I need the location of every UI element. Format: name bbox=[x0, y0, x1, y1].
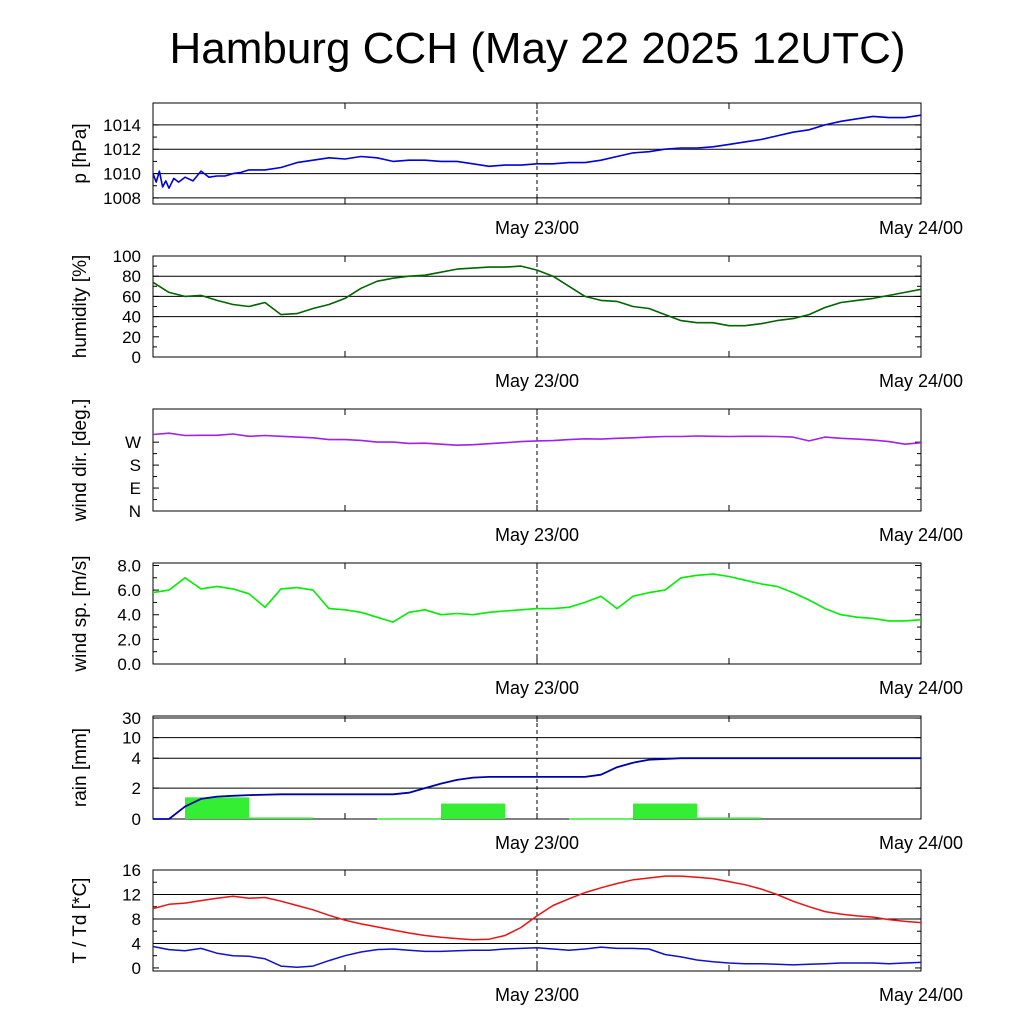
rain-bar bbox=[633, 803, 697, 819]
x-tick-label: May 23/00 bbox=[495, 678, 579, 698]
x-tick-label: May 24/00 bbox=[879, 525, 963, 545]
panel-4: 0.0 2.0 4.0 6.0 8.0 wind sp. [m/s] May 23/00 Ma… bbox=[70, 555, 963, 698]
x-tick-label: May 23/00 bbox=[495, 833, 579, 853]
y-tick-label: 16 bbox=[122, 861, 141, 880]
y-tick-label: 20 bbox=[122, 328, 141, 347]
y-tick-label: 0.0 bbox=[117, 655, 141, 674]
y-axis-label: wind sp. [m/s] bbox=[70, 555, 91, 672]
y-tick-label: 4 bbox=[132, 749, 141, 768]
page-title: Hamburg CCH (May 22 2025 12UTC) bbox=[169, 24, 906, 73]
panel-1: 1008 1010 1012 1014 p [hPa] May 23/00 May 24/0… bbox=[70, 102, 963, 238]
y-tick-label: 4 bbox=[132, 934, 141, 953]
y-tick-label: 40 bbox=[122, 308, 141, 327]
y-axis-label: rain [mm] bbox=[70, 728, 91, 807]
rain-bar bbox=[377, 818, 441, 820]
x-tick-label: May 24/00 bbox=[879, 985, 963, 1005]
y-tick-label: N bbox=[129, 502, 141, 521]
y-tick-label: E bbox=[130, 479, 141, 498]
x-tick-label: May 24/00 bbox=[879, 678, 963, 698]
y-tick-label: 4.0 bbox=[117, 606, 141, 625]
y-tick-label: 0 bbox=[132, 348, 141, 367]
y-axis-label: T / Td [*C] bbox=[70, 878, 91, 964]
series-line-2 bbox=[152, 945, 922, 969]
rain-bar bbox=[697, 817, 761, 819]
x-tick-label: May 23/00 bbox=[495, 525, 579, 545]
x-tick-label: May 23/00 bbox=[495, 218, 579, 238]
y-tick-label: 1012 bbox=[103, 140, 141, 159]
y-tick-label: 2.0 bbox=[117, 630, 141, 649]
y-tick-label: 0 bbox=[132, 959, 141, 978]
y-tick-label: 10 bbox=[122, 729, 141, 748]
y-tick-label: S bbox=[130, 456, 141, 475]
y-tick-label: 1014 bbox=[103, 116, 141, 135]
rain-bar bbox=[569, 818, 633, 820]
y-tick-label: 8 bbox=[132, 910, 141, 929]
x-tick-label: May 24/00 bbox=[879, 218, 963, 238]
y-tick-label: 2 bbox=[132, 779, 141, 798]
y-tick-label: 100 bbox=[113, 247, 141, 266]
y-tick-label: 8.0 bbox=[117, 556, 141, 575]
y-axis-label: humidity [%] bbox=[70, 255, 91, 358]
y-tick-label: 6.0 bbox=[117, 581, 141, 600]
rain-bar bbox=[249, 817, 313, 819]
rain-bar bbox=[185, 797, 249, 819]
x-tick-label: May 24/00 bbox=[879, 833, 963, 853]
series-line bbox=[152, 573, 922, 623]
y-tick-label: 30 bbox=[122, 709, 141, 728]
x-tick-label: May 23/00 bbox=[495, 985, 579, 1005]
series-line bbox=[152, 114, 922, 189]
series-line bbox=[152, 265, 922, 327]
x-tick-label: May 23/00 bbox=[495, 371, 579, 391]
y-tick-label: 12 bbox=[122, 885, 141, 904]
y-tick-label: 60 bbox=[122, 287, 141, 306]
y-axis-label: wind dir. [deg.] bbox=[70, 399, 91, 523]
y-tick-label: 80 bbox=[122, 267, 141, 286]
series-line bbox=[152, 432, 922, 447]
rain-bar bbox=[441, 803, 505, 819]
x-tick-label: May 24/00 bbox=[879, 371, 963, 391]
y-tick-label: 0 bbox=[132, 810, 141, 829]
series-line-1 bbox=[152, 875, 922, 941]
y-axis-label: p [hPa] bbox=[70, 123, 91, 183]
panel-6: 0 4 8 12 16 T / Td [*C] May 23/00 May 24/00 bbox=[70, 861, 963, 1005]
y-tick-label: W bbox=[125, 433, 141, 452]
y-tick-label: 1008 bbox=[103, 189, 141, 208]
rain-cumulative-line bbox=[153, 757, 921, 820]
y-tick-label: 1010 bbox=[103, 165, 141, 184]
